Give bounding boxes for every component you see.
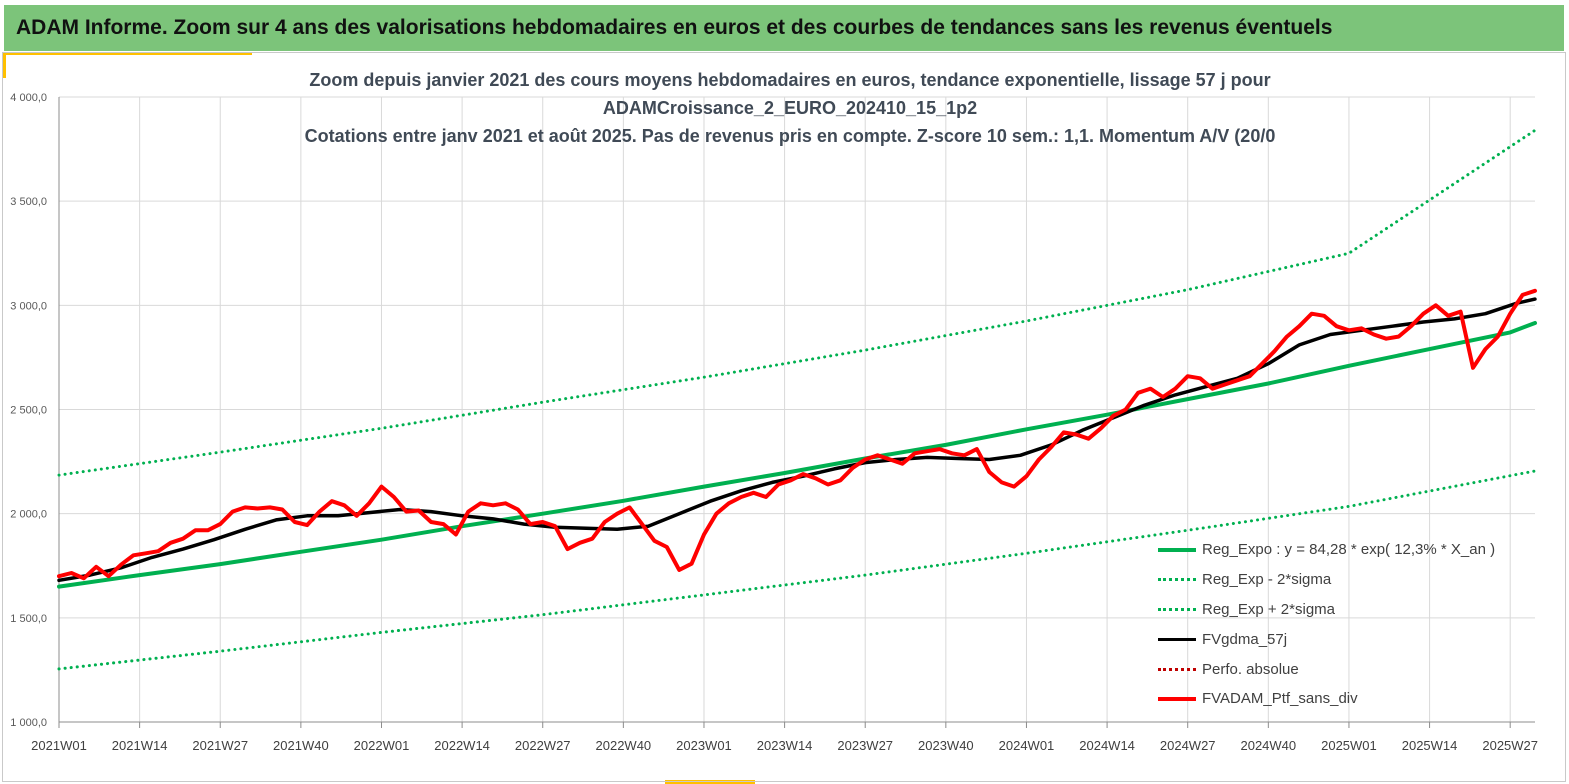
legend-swatch (1158, 637, 1196, 641)
x-tick-label: 2021W14 (112, 738, 168, 753)
legend-item: Reg_Exp + 2*sigma (1158, 595, 1538, 625)
legend-label: Perfo. absolue (1202, 660, 1299, 678)
legend-label: Reg_Exp - 2*sigma (1202, 571, 1332, 589)
accent-bar-top (2, 52, 252, 55)
y-tick-label: 4 000,0 (10, 92, 47, 104)
legend-item: Perfo. absolue (1158, 654, 1538, 684)
page-title: ADAM Informe. Zoom sur 4 ans des valoris… (16, 16, 1333, 39)
chart-title-line-2: ADAMCroissance_2_EURO_202410_15_1p2 (602, 98, 978, 118)
legend-swatch (1158, 607, 1196, 611)
x-tick-label: 2021W01 (31, 738, 87, 753)
series-line-5 (57, 288, 1537, 581)
legend-swatch (1158, 696, 1196, 701)
x-tick-label: 2025W14 (1402, 738, 1458, 753)
legend-label: FVADAM_Ptf_sans_div (1202, 690, 1358, 708)
y-tick-label: 3 500,0 (10, 196, 47, 208)
chart-title-line-3: Cotations entre janv 2021 et août 2025. … (304, 126, 1276, 146)
legend-label: Reg_Exp + 2*sigma (1202, 600, 1335, 618)
x-tick-label: 2024W14 (1079, 738, 1135, 753)
legend-item: FVADAM_Ptf_sans_div (1158, 684, 1538, 714)
legend-label: Reg_Expo : y = 84,28 * exp( 12,3% * X_an… (1202, 541, 1496, 559)
x-tick-label: 2025W01 (1321, 738, 1377, 753)
legend-swatch (1158, 667, 1196, 671)
chart-title-line-1: Zoom depuis janvier 2021 des cours moyen… (309, 70, 1271, 90)
accent-bar-left (2, 52, 6, 78)
x-tick-label: 2023W14 (757, 738, 813, 753)
chart-legend: Reg_Expo : y = 84,28 * exp( 12,3% * X_an… (1158, 535, 1538, 714)
legend-item: FVgdma_57j (1158, 624, 1538, 654)
x-tick-label: 2025W27 (1482, 738, 1538, 753)
x-tick-label: 2022W40 (596, 738, 652, 753)
y-tick-label: 3 000,0 (10, 300, 47, 312)
header-bar: ADAM Informe. Zoom sur 4 ans des valoris… (4, 5, 1564, 51)
y-tick-label: 2 000,0 (10, 509, 47, 521)
series-line-0 (57, 321, 1537, 589)
y-tick-label: 2 500,0 (10, 405, 47, 417)
x-tick-label: 2021W27 (192, 738, 248, 753)
x-tick-label: 2024W01 (999, 738, 1055, 753)
legend-swatch (1158, 547, 1196, 552)
x-tick-label: 2023W40 (918, 738, 974, 753)
x-tick-label: 2024W40 (1240, 738, 1296, 753)
series-line-1 (57, 469, 1537, 671)
chart-frame (2, 52, 1566, 782)
y-tick-label: 1 500,0 (10, 613, 47, 625)
x-tick-label: 2022W14 (434, 738, 490, 753)
x-tick-label: 2022W01 (354, 738, 410, 753)
x-tick-label: 2022W27 (515, 738, 571, 753)
x-tick-label: 2023W27 (837, 738, 893, 753)
legend-swatch (1158, 578, 1196, 582)
y-tick-label: 1 000,0 (10, 717, 47, 729)
x-tick-label: 2024W27 (1160, 738, 1216, 753)
legend-item: Reg_Expo : y = 84,28 * exp( 12,3% * X_an… (1158, 535, 1538, 565)
legend-item: Reg_Exp - 2*sigma (1158, 565, 1538, 595)
accent-bar-bottom (665, 780, 755, 784)
series-line-2 (57, 128, 1537, 477)
x-tick-label: 2023W01 (676, 738, 732, 753)
x-tick-label: 2021W40 (273, 738, 329, 753)
legend-label: FVgdma_57j (1202, 630, 1288, 648)
